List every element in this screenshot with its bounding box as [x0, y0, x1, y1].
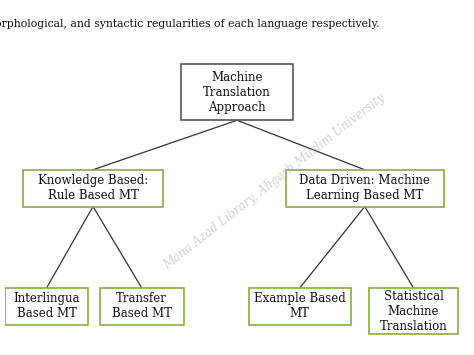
- FancyBboxPatch shape: [248, 288, 351, 325]
- Text: Transfer
Based MT: Transfer Based MT: [112, 293, 172, 320]
- FancyBboxPatch shape: [181, 64, 293, 120]
- FancyBboxPatch shape: [369, 288, 458, 334]
- Text: Example Based
MT: Example Based MT: [254, 293, 346, 320]
- Text: Interlingua
Based MT: Interlingua Based MT: [13, 293, 80, 320]
- Text: Knowledge Based:
Rule Based MT: Knowledge Based: Rule Based MT: [38, 174, 148, 202]
- Text: Mana Azad Library, Aligarh Muslim University: Mana Azad Library, Aligarh Muslim Univer…: [161, 91, 387, 272]
- Text: Statistical
Machine
Translation: Statistical Machine Translation: [380, 290, 447, 333]
- FancyBboxPatch shape: [5, 288, 88, 325]
- FancyBboxPatch shape: [100, 288, 183, 325]
- FancyBboxPatch shape: [23, 170, 163, 207]
- Text: Data Driven: Machine
Learning Based MT: Data Driven: Machine Learning Based MT: [299, 174, 430, 202]
- Text: orphological, and syntactic regularities of each language respectively.: orphological, and syntactic regularities…: [0, 19, 380, 29]
- Text: Machine
Translation
Approach: Machine Translation Approach: [203, 71, 271, 114]
- FancyBboxPatch shape: [286, 170, 444, 207]
